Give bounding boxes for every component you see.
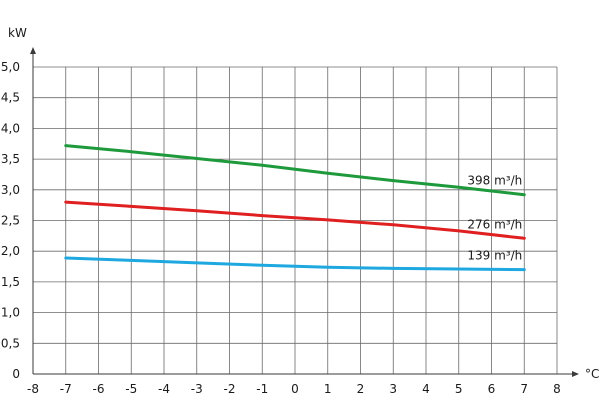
x-tick-label: -1 bbox=[256, 382, 268, 396]
series-labels: 398 m³/h 276 m³/h 139 m³/h bbox=[467, 174, 522, 263]
y-tick-label: 4,0 bbox=[1, 121, 20, 135]
series-line bbox=[64, 256, 526, 272]
y-tick-label: 5,0 bbox=[1, 60, 20, 74]
series-label: 139 m³/h bbox=[467, 249, 522, 263]
x-tick-label: -2 bbox=[224, 382, 236, 396]
x-tick-label: -6 bbox=[93, 382, 105, 396]
x-tick-label: 6 bbox=[488, 382, 496, 396]
x-tick-label: 7 bbox=[520, 382, 528, 396]
y-tick-label: 2,0 bbox=[1, 244, 20, 258]
series-label: 276 m³/h bbox=[467, 217, 522, 231]
x-tick-label: 0 bbox=[291, 382, 299, 396]
y-axis-arrow bbox=[30, 47, 36, 54]
y-tick-label: 0 bbox=[12, 367, 20, 381]
y-tick-label: 2,5 bbox=[1, 214, 20, 228]
x-tick-label: -3 bbox=[191, 382, 203, 396]
x-tick-label: 2 bbox=[357, 382, 365, 396]
series-line bbox=[64, 200, 526, 240]
y-tick-label: 4,5 bbox=[1, 91, 20, 105]
y-tick-label: 0,5 bbox=[1, 336, 20, 350]
y-tick-label: 3,5 bbox=[1, 152, 20, 166]
y-tick-label: 1,5 bbox=[1, 275, 20, 289]
series-label: 398 m³/h bbox=[467, 174, 522, 188]
y-axis-unit: kW bbox=[8, 26, 27, 40]
x-tick-label: -8 bbox=[27, 382, 39, 396]
x-tick-label: 4 bbox=[422, 382, 430, 396]
x-tick-label: -5 bbox=[125, 382, 137, 396]
axes: -8 -7 -6 -5 -4 -3 -2 -1 0 1 2 3 4 5 6 7 8 0 0,5 1,0 1,5 2,0 2,… bbox=[1, 47, 579, 396]
x-tick-label: -4 bbox=[158, 382, 170, 396]
series-line bbox=[64, 144, 526, 197]
x-tick-label: 1 bbox=[324, 382, 332, 396]
x-tick-label: 5 bbox=[455, 382, 463, 396]
x-tick-label: 8 bbox=[553, 382, 561, 396]
x-axis-unit: °C bbox=[585, 367, 599, 381]
y-tick-label: 3,0 bbox=[1, 183, 20, 197]
x-axis-arrow bbox=[572, 371, 579, 377]
x-tick-label: -7 bbox=[60, 382, 72, 396]
series-lines bbox=[64, 144, 526, 272]
y-tick-label: 1,0 bbox=[1, 306, 20, 320]
x-tick-label: 3 bbox=[389, 382, 397, 396]
